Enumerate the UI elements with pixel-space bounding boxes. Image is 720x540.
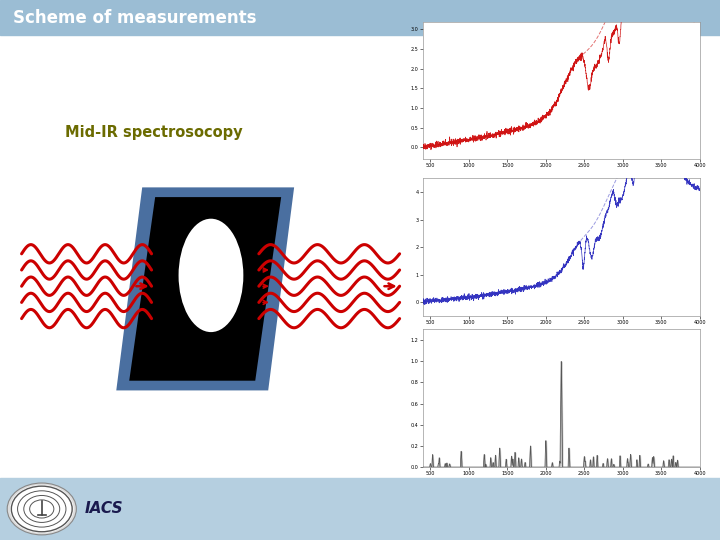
Ellipse shape — [179, 219, 243, 332]
Circle shape — [7, 483, 76, 535]
Text: IACS: IACS — [85, 502, 124, 516]
Bar — [0, 478, 720, 540]
Text: Mid-IR spectrosocopy: Mid-IR spectrosocopy — [65, 125, 243, 140]
Bar — [0, 0, 720, 35]
Circle shape — [11, 485, 73, 532]
Text: Scheme of measurements: Scheme of measurements — [13, 9, 256, 26]
Polygon shape — [117, 187, 294, 390]
Polygon shape — [130, 197, 281, 381]
